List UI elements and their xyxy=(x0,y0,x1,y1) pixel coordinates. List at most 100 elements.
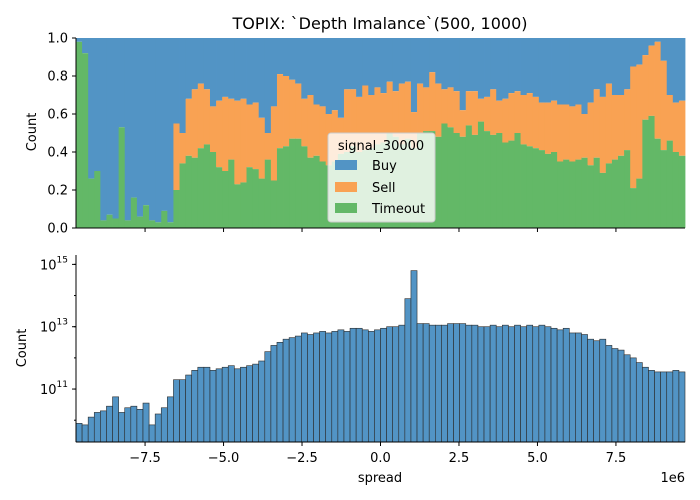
count-bar xyxy=(191,370,199,443)
sell-segment xyxy=(203,89,211,145)
top-title: TOPIX: `Depth Imalance`(500, 1000) xyxy=(231,14,527,33)
sell-segment xyxy=(374,87,381,145)
timeout-segment xyxy=(618,155,625,228)
buy-segment xyxy=(356,38,363,97)
count-bar xyxy=(532,326,540,443)
timeout-segment xyxy=(246,167,254,228)
count-bar xyxy=(568,332,576,443)
sell-segment xyxy=(283,76,290,147)
sell-segment xyxy=(587,102,595,166)
sell-segment xyxy=(557,104,564,162)
count-bar xyxy=(617,349,625,443)
buy-segment xyxy=(593,38,601,90)
bottom-x-tick-label: −2.5 xyxy=(286,451,318,466)
timeout-segment xyxy=(289,138,296,228)
buy-segment xyxy=(551,38,558,101)
buy-segment xyxy=(538,38,546,103)
count-bar xyxy=(331,331,339,443)
buy-segment xyxy=(173,38,180,124)
sell-segment xyxy=(362,85,369,151)
buy-segment xyxy=(678,38,686,101)
timeout-segment xyxy=(471,134,479,228)
count-bar xyxy=(465,324,473,443)
count-bar xyxy=(635,362,643,443)
timeout-segment xyxy=(508,140,515,228)
top-y-tick-label: 0.0 xyxy=(47,222,68,237)
count-bar xyxy=(258,360,266,443)
buy-segment xyxy=(569,38,576,107)
timeout-segment xyxy=(295,138,302,228)
buy-segment xyxy=(581,38,588,114)
bottom-x-label: spread xyxy=(358,471,402,486)
count-bar xyxy=(81,424,89,443)
buy-segment xyxy=(642,38,649,56)
sell-segment xyxy=(544,102,552,154)
count-bar xyxy=(459,323,467,443)
sell-segment xyxy=(611,95,619,160)
buy-segment xyxy=(453,38,461,92)
count-bar xyxy=(167,396,174,443)
buy-segment xyxy=(618,38,625,95)
top-x-axis xyxy=(144,228,617,232)
top-y-tick-label: 0.2 xyxy=(47,184,68,199)
count-bar xyxy=(93,412,101,443)
count-bar xyxy=(453,323,460,443)
timeout-segment xyxy=(185,155,193,228)
sell-segment xyxy=(538,102,546,151)
buy-segment xyxy=(441,38,448,90)
bottom-panel: 1011 1013 1015 Count −7.5 −5.0 −2.5 0.0 2.5 5.0… xyxy=(15,255,686,486)
timeout-segment xyxy=(636,178,643,228)
timeout-segment xyxy=(526,146,534,228)
buy-segment xyxy=(465,38,473,92)
buy-segment xyxy=(447,38,454,88)
sell-segment xyxy=(216,100,223,168)
sell-segment xyxy=(185,98,193,156)
timeout-segment xyxy=(551,152,558,228)
sell-segment xyxy=(441,89,448,124)
count-bar xyxy=(416,323,424,443)
sell-segment xyxy=(258,117,266,179)
buy-segment xyxy=(325,38,333,114)
buy-segment xyxy=(520,38,528,95)
count-bar xyxy=(471,324,479,443)
sell-segment xyxy=(447,87,454,128)
sell-segment xyxy=(459,110,467,137)
count-bar xyxy=(100,410,107,443)
buy-segment xyxy=(544,38,552,103)
count-bar xyxy=(605,345,613,443)
timeout-segment xyxy=(258,178,266,228)
buy-segment xyxy=(490,38,497,90)
count-bar xyxy=(361,329,369,443)
sell-segment xyxy=(246,104,254,168)
buy-segment xyxy=(435,38,442,84)
count-bar xyxy=(392,326,400,443)
timeout-segment xyxy=(88,178,95,228)
timeout-segment xyxy=(459,136,467,228)
timeout-segment xyxy=(666,140,674,228)
timeout-segment xyxy=(136,216,144,228)
count-bar xyxy=(227,365,235,443)
buy-segment xyxy=(209,38,217,107)
sell-segment xyxy=(301,98,308,147)
count-bar xyxy=(672,370,680,443)
bottom-y-axis: 1011 1013 1015 xyxy=(40,255,76,421)
count-bar xyxy=(148,424,156,443)
buy-segment xyxy=(295,38,302,84)
timeout-segment xyxy=(301,146,308,228)
buy-segment xyxy=(624,38,631,90)
timeout-segment xyxy=(672,152,680,228)
count-bar xyxy=(221,366,229,443)
top-y-tick-label: 0.4 xyxy=(47,146,68,161)
buy-segment xyxy=(350,38,357,90)
sell-segment xyxy=(496,100,503,133)
buy-segment xyxy=(417,38,424,84)
count-bar xyxy=(611,348,619,443)
top-y-tick-label: 0.8 xyxy=(47,70,68,85)
timeout-segment xyxy=(502,142,509,228)
count-bar xyxy=(508,326,515,443)
buy-segment xyxy=(337,38,345,118)
sell-segment xyxy=(295,83,302,139)
count-bar xyxy=(136,409,144,443)
timeout-segment xyxy=(100,220,107,228)
sell-segment xyxy=(514,91,521,133)
